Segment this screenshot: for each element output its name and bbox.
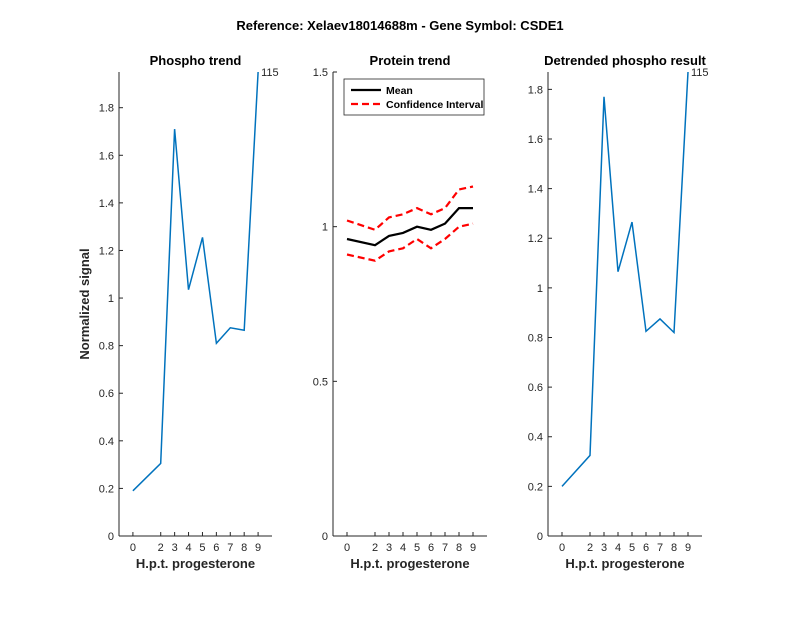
y-tick-label: 0 — [322, 531, 328, 543]
legend-entry: Mean — [386, 85, 413, 97]
y-tick-label: 0.2 — [528, 481, 543, 493]
panel-title: Protein trend — [370, 53, 451, 68]
y-tick-label: 0.4 — [528, 432, 543, 444]
x-tick-label: 4 — [615, 542, 621, 554]
x-tick-label: 2 — [372, 542, 378, 554]
x-tick-label: 0 — [130, 542, 136, 554]
x-tick-label: 6 — [643, 542, 649, 554]
legend-entry: Confidence Interval — [386, 99, 484, 111]
panel-title: Detrended phospho result — [544, 53, 706, 68]
y-tick-label: 1 — [322, 222, 328, 234]
y-tick-label: 0.2 — [99, 483, 114, 495]
x-tick-label: 2 — [587, 542, 593, 554]
y-tick-label: 1.5 — [313, 67, 328, 79]
x-tick-label: 8 — [671, 542, 677, 554]
series-line-mean — [346, 207, 473, 247]
y-tick-label: 1 — [537, 283, 543, 295]
y-tick-label: 1.2 — [99, 245, 114, 257]
y-tick-label: 0.5 — [313, 376, 328, 388]
x-tick-label: 7 — [227, 542, 233, 554]
x-tick-label: 9 — [470, 542, 476, 554]
y-tick-label: 1.8 — [528, 84, 543, 96]
x-tick-label: 2 — [158, 542, 164, 554]
y-tick-label: 1.6 — [99, 150, 114, 162]
y-tick-label: 1.2 — [528, 233, 543, 245]
x-tick-label: 9 — [685, 542, 691, 554]
y-tick-label: 0 — [537, 531, 543, 543]
panel-1: 0 0.2 0.4 0.6 0.8 1 1.2 1.4 1.6 1.8 0 2 3 4 5 6 7 8 9 Phosp… — [77, 53, 279, 571]
x-axis-label: H.p.t. progesterone — [350, 556, 469, 571]
series-line-confidence-interval-lower — [346, 222, 474, 262]
y-tick-label: 1.4 — [99, 198, 114, 210]
y-tick-label: 0.4 — [99, 436, 114, 448]
x-tick-label: 5 — [629, 542, 635, 554]
figure-title: Reference: Xelaev18014688m - Gene Symbol… — [236, 18, 563, 33]
x-tick-label: 0 — [559, 542, 565, 554]
y-tick-label: 0 — [108, 531, 114, 543]
y-axis-label: Normalized signal — [77, 248, 92, 359]
x-tick-label: 4 — [185, 542, 191, 554]
y-tick-label: 1.6 — [528, 134, 543, 146]
series-line-detrended — [561, 71, 689, 487]
x-tick-label: 0 — [344, 542, 350, 554]
x-tick-label: 3 — [386, 542, 392, 554]
point-annotation: 115 — [691, 67, 709, 79]
x-tick-label: 6 — [213, 542, 219, 554]
y-tick-label: 0.6 — [99, 388, 114, 400]
y-tick-label: 0.8 — [528, 332, 543, 344]
panel-2: 0 0.5 1 1.5 0 2 3 4 5 6 7 8 9 Protein trend H.p.t. pro… — [313, 53, 487, 571]
series-line-confidence-interval — [346, 185, 474, 232]
x-tick-label: 5 — [414, 542, 420, 554]
x-tick-label: 7 — [657, 542, 663, 554]
x-tick-label: 6 — [428, 542, 434, 554]
legend: Mean Confidence Interval — [343, 78, 485, 116]
x-tick-label: 3 — [172, 542, 178, 554]
y-tick-label: 0.6 — [528, 382, 543, 394]
x-axis-label: H.p.t. progesterone — [136, 556, 255, 571]
x-tick-label: 3 — [601, 542, 607, 554]
point-annotation: 115 — [261, 67, 279, 79]
x-tick-label: 8 — [241, 542, 247, 554]
series-line-phospho — [132, 71, 259, 492]
x-axis-label: H.p.t. progesterone — [565, 556, 684, 571]
legend-box — [343, 78, 485, 116]
y-tick-label: 1.8 — [99, 103, 114, 115]
panel-3: 0 0.2 0.4 0.6 0.8 1 1.2 1.4 1.6 1.8 0 2 3 4 5 6 7 8 9 Detre… — [528, 53, 709, 571]
x-tick-label: 7 — [442, 542, 448, 554]
y-tick-label: 0.8 — [99, 341, 114, 353]
y-tick-label: 1 — [108, 293, 114, 305]
panel-title: Phospho trend — [150, 53, 242, 68]
y-tick-label: 1.4 — [528, 184, 543, 196]
x-tick-label: 5 — [199, 542, 205, 554]
x-tick-label: 4 — [400, 542, 406, 554]
x-tick-label: 8 — [456, 542, 462, 554]
x-tick-label: 9 — [255, 542, 261, 554]
